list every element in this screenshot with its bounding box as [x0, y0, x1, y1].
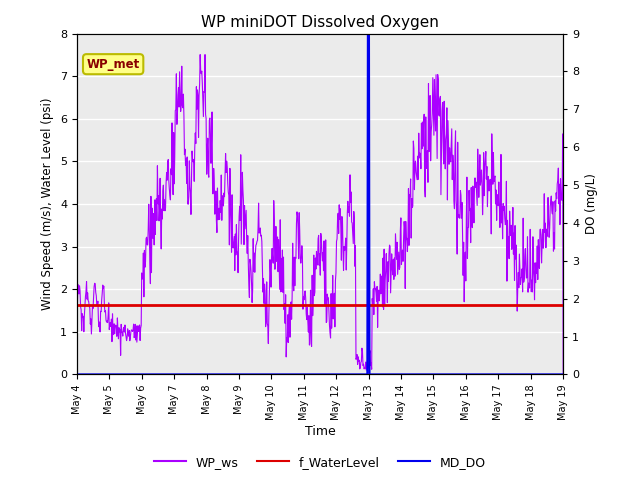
- X-axis label: Time: Time: [305, 425, 335, 438]
- Legend: WP_ws, f_WaterLevel, MD_DO: WP_ws, f_WaterLevel, MD_DO: [149, 451, 491, 474]
- Title: WP miniDOT Dissolved Oxygen: WP miniDOT Dissolved Oxygen: [201, 15, 439, 30]
- Text: WP_met: WP_met: [86, 58, 140, 71]
- Y-axis label: DO (mg/L): DO (mg/L): [585, 174, 598, 234]
- Y-axis label: Wind Speed (m/s), Water Level (psi): Wind Speed (m/s), Water Level (psi): [42, 98, 54, 310]
